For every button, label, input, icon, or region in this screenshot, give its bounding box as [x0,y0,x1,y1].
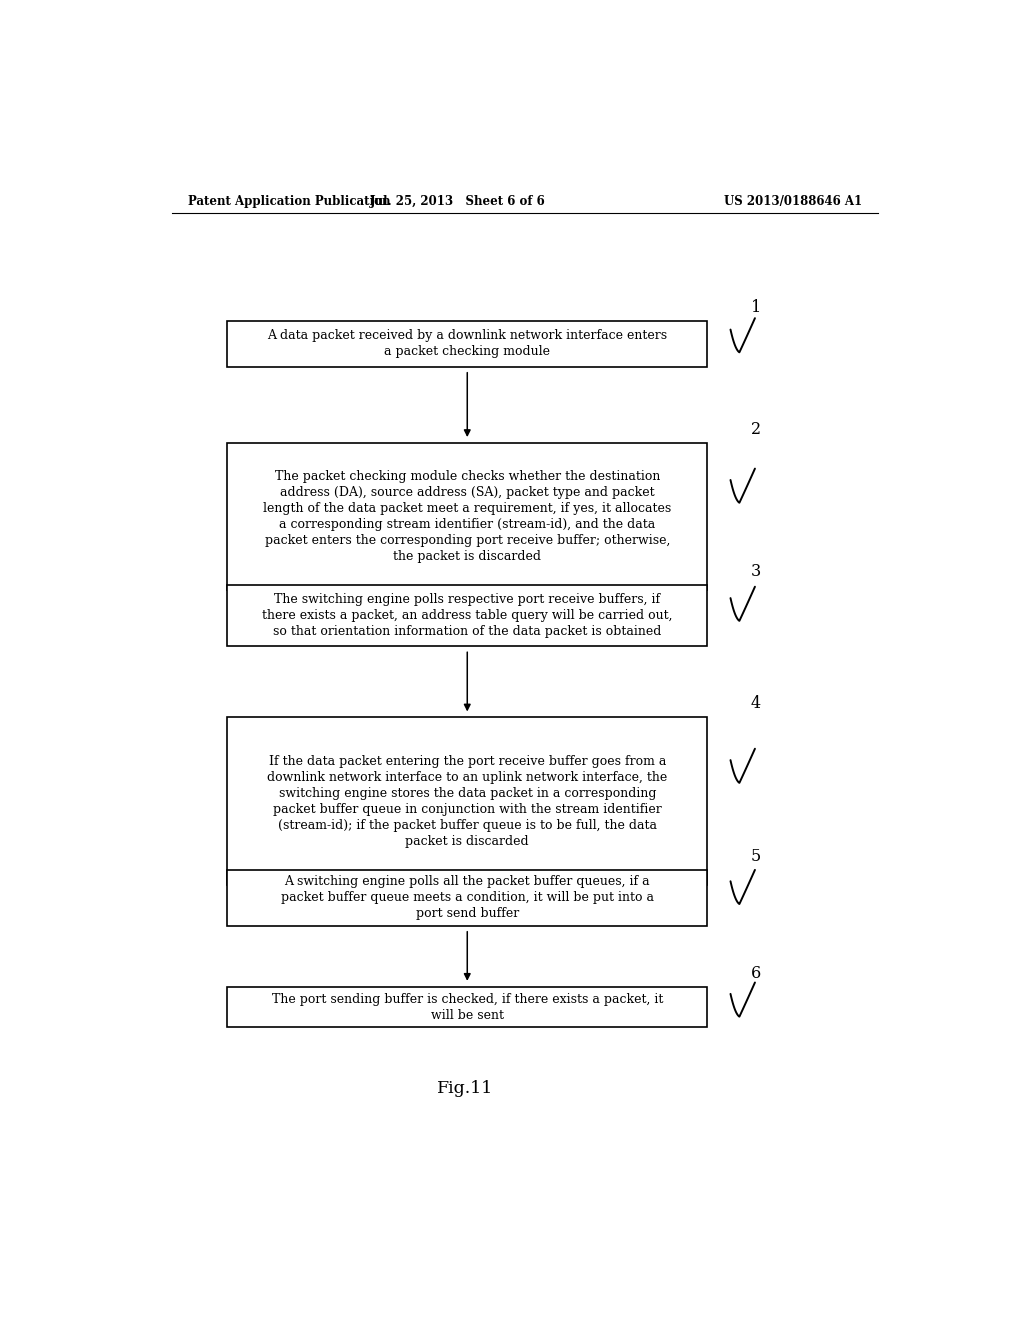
FancyBboxPatch shape [227,444,708,590]
Text: A data packet received by a downlink network interface enters
a packet checking : A data packet received by a downlink net… [267,330,668,359]
Text: US 2013/0188646 A1: US 2013/0188646 A1 [724,194,862,207]
Text: The packet checking module checks whether the destination
address (DA), source a: The packet checking module checks whethe… [263,470,672,564]
Text: A switching engine polls all the packet buffer queues, if a
packet buffer queue : A switching engine polls all the packet … [281,875,653,920]
Text: 4: 4 [751,696,761,713]
Text: Patent Application Publication: Patent Application Publication [187,194,390,207]
FancyBboxPatch shape [227,321,708,367]
Text: 1: 1 [751,298,761,315]
FancyBboxPatch shape [227,718,708,886]
Text: If the data packet entering the port receive buffer goes from a
downlink network: If the data packet entering the port rec… [267,755,668,847]
Text: 3: 3 [751,564,761,581]
Text: 5: 5 [751,847,761,865]
Text: The port sending buffer is checked, if there exists a packet, it
will be sent: The port sending buffer is checked, if t… [271,993,663,1022]
FancyBboxPatch shape [227,870,708,925]
FancyBboxPatch shape [227,987,708,1027]
FancyBboxPatch shape [227,585,708,647]
Text: Fig.11: Fig.11 [437,1080,494,1097]
Text: 6: 6 [751,965,761,982]
Text: 2: 2 [751,421,761,438]
Text: Jul. 25, 2013   Sheet 6 of 6: Jul. 25, 2013 Sheet 6 of 6 [370,194,545,207]
Text: The switching engine polls respective port receive buffers, if
there exists a pa: The switching engine polls respective po… [262,593,673,639]
